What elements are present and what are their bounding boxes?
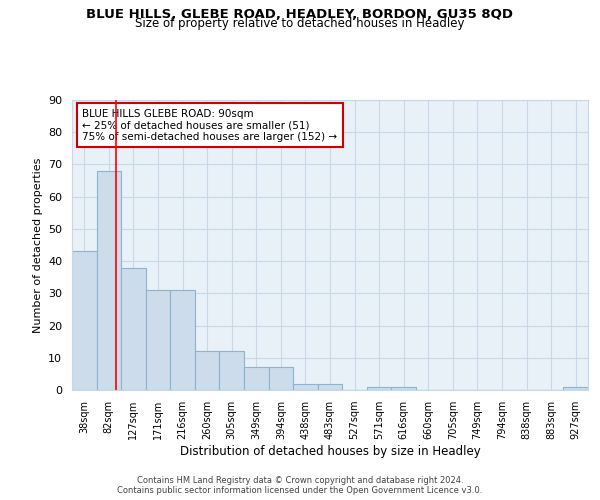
Bar — [97, 171, 121, 390]
Bar — [195, 352, 220, 390]
Text: Contains public sector information licensed under the Open Government Licence v3: Contains public sector information licen… — [118, 486, 482, 495]
Bar — [269, 368, 293, 390]
Bar — [170, 290, 195, 390]
Text: Size of property relative to detached houses in Headley: Size of property relative to detached ho… — [135, 18, 465, 30]
Text: Distribution of detached houses by size in Headley: Distribution of detached houses by size … — [179, 444, 481, 458]
Bar — [391, 387, 416, 390]
Bar — [367, 387, 391, 390]
Bar — [220, 352, 244, 390]
Text: BLUE HILLS, GLEBE ROAD, HEADLEY, BORDON, GU35 8QD: BLUE HILLS, GLEBE ROAD, HEADLEY, BORDON,… — [86, 8, 514, 20]
Bar — [121, 268, 146, 390]
Bar — [146, 290, 170, 390]
Bar — [293, 384, 318, 390]
Bar — [563, 387, 588, 390]
Bar — [318, 384, 342, 390]
Text: Contains HM Land Registry data © Crown copyright and database right 2024.: Contains HM Land Registry data © Crown c… — [137, 476, 463, 485]
Bar — [244, 368, 269, 390]
Text: BLUE HILLS GLEBE ROAD: 90sqm
← 25% of detached houses are smaller (51)
75% of se: BLUE HILLS GLEBE ROAD: 90sqm ← 25% of de… — [82, 108, 337, 142]
Bar — [72, 252, 97, 390]
Y-axis label: Number of detached properties: Number of detached properties — [32, 158, 43, 332]
